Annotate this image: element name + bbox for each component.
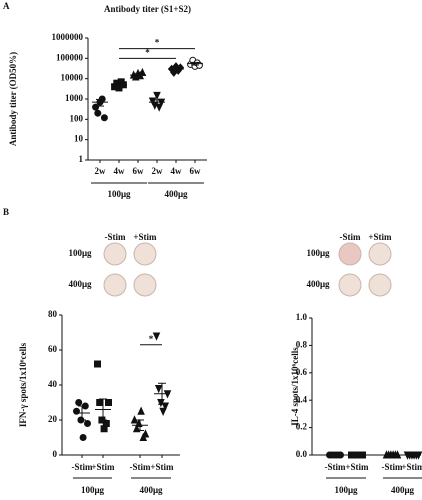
y-axis-title: IFN-γ spots/1x10⁶cells xyxy=(18,342,28,427)
well xyxy=(103,273,127,297)
well xyxy=(368,242,392,266)
significance-label: * xyxy=(149,334,154,344)
x-tick-label: 6w xyxy=(133,166,145,176)
y-tick-label: 0.0 xyxy=(296,449,308,459)
point xyxy=(137,406,145,415)
y-tick-label: 0.2 xyxy=(296,422,308,432)
well-row-label: 400μg xyxy=(68,279,92,289)
point xyxy=(153,91,161,101)
well xyxy=(338,242,362,266)
panel-label: A xyxy=(3,1,10,11)
y-axis-title: IL-4 spots/1x10⁶cells xyxy=(290,347,300,426)
point xyxy=(154,385,163,394)
point xyxy=(152,332,161,341)
y-tick-label: 1.0 xyxy=(296,312,308,322)
group-label: 100μg xyxy=(81,485,105,495)
significance-label: * xyxy=(155,38,160,48)
y-tick-label: 0.8 xyxy=(296,339,308,349)
y-axis-title: Antibody titer (OD50%) xyxy=(8,52,18,146)
y-tick-label: 20 xyxy=(48,414,58,424)
x-tick-label: 2w xyxy=(152,166,164,176)
point xyxy=(155,103,163,112)
x-tick-label: +Stim xyxy=(401,462,422,472)
x-tick-label: 6w xyxy=(190,166,202,176)
x-tick-label: 4w xyxy=(114,166,126,176)
y-tick-label: 0.6 xyxy=(296,367,308,377)
point xyxy=(96,399,104,406)
y-tick-label: 10000 xyxy=(61,73,84,83)
x-tick-label: 4w xyxy=(171,166,183,176)
x-tick-label: 2w xyxy=(95,166,107,176)
x-tick-label: -Stim xyxy=(325,462,347,472)
y-tick-label: 10 xyxy=(74,134,84,144)
well-column-label: +Stim xyxy=(368,232,392,242)
group-label: 400μg xyxy=(391,485,415,495)
well-column-label: -Stim xyxy=(105,232,127,242)
x-tick-label: +Stim xyxy=(91,462,115,472)
y-tick-label: 100 xyxy=(70,113,84,123)
group-label: 400μg xyxy=(164,189,188,199)
point xyxy=(141,429,150,438)
point xyxy=(92,103,100,111)
y-tick-label: 0.4 xyxy=(296,394,308,404)
point xyxy=(94,360,101,368)
well xyxy=(133,242,157,266)
y-tick-label: 40 xyxy=(48,379,58,389)
point xyxy=(84,420,91,427)
group-label: 400μg xyxy=(139,485,163,495)
well xyxy=(103,242,127,266)
x-tick-label: -Stim xyxy=(72,462,94,472)
chart-title: Antibody titer (S1+S2) xyxy=(104,4,191,14)
y-tick-label: 100000 xyxy=(56,52,84,62)
well-row-label: 100μg xyxy=(68,248,92,258)
y-tick-label: 60 xyxy=(48,344,58,354)
well-column-label: +Stim xyxy=(133,232,157,242)
well xyxy=(338,273,362,297)
point xyxy=(159,407,167,416)
x-tick-label: -Stim xyxy=(382,462,404,472)
y-tick-label: 80 xyxy=(48,309,58,319)
significance-label: * xyxy=(145,47,150,57)
y-tick-label: 0 xyxy=(53,449,58,459)
well xyxy=(368,273,392,297)
x-tick-label: +Stim xyxy=(345,462,369,472)
point xyxy=(79,434,87,441)
point xyxy=(94,109,102,117)
point xyxy=(75,399,83,406)
point xyxy=(100,114,108,122)
point xyxy=(105,399,112,406)
x-tick-label: +Stim xyxy=(150,462,174,472)
y-tick-label: 1000000 xyxy=(52,32,84,42)
point xyxy=(102,420,110,427)
well-row-label: 400μg xyxy=(306,279,330,289)
well xyxy=(133,273,157,297)
well-row-label: 100μg xyxy=(306,248,330,258)
group-label: 100μg xyxy=(107,189,131,199)
y-tick-label: 1 xyxy=(79,154,84,164)
y-tick-label: 1000 xyxy=(65,93,84,103)
x-tick-label: -Stim xyxy=(130,462,152,472)
group-label: 100μg xyxy=(334,485,358,495)
well-column-label: -Stim xyxy=(340,232,362,242)
panel-label: B xyxy=(3,207,9,217)
